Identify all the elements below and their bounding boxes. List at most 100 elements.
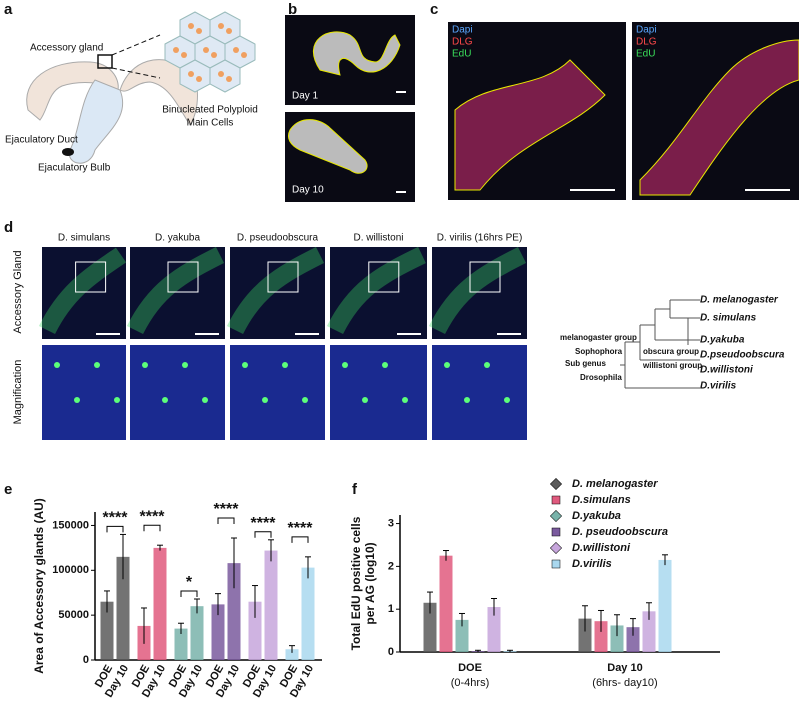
legend-label: D.willistoni [572,542,631,554]
bar [610,625,624,652]
gland-outline [639,39,799,196]
bar [174,628,188,660]
tree-species: D.yakuba [700,335,745,346]
nucleus [142,362,148,368]
zoom-box [167,261,199,293]
x-tick-label: Day 10 [607,662,642,674]
nucleus [262,397,268,403]
significance-label: **** [140,508,166,525]
y-tick-label: 0 [83,654,89,666]
y-tick-label: 50000 [58,609,89,621]
legend-label: D. melanogaster [572,478,658,490]
panel-label: d [4,219,13,236]
nucleus [464,397,470,403]
nucleus [504,397,510,403]
bar [301,567,315,660]
gland-outline [38,247,127,335]
legend-marker [551,559,561,569]
stain-label: Dapi [452,25,473,36]
bar [423,602,437,652]
significance-bracket [217,517,235,525]
nucleus [282,362,288,368]
diagram-label: Ejaculatory Bulb [38,163,111,174]
bar [455,619,469,652]
zoom-box [75,261,107,293]
legend-marker [551,495,561,505]
bar [116,556,130,660]
image-label: Day 10 [292,185,324,196]
significance-bracket [180,590,198,598]
bar [211,604,225,660]
gland-outline [226,246,325,335]
bar [264,550,278,660]
tree-group: Sub genus [565,359,606,368]
nucleus [74,397,80,403]
legend-marker [551,527,561,537]
panel-label: c [430,1,438,18]
bar [285,649,299,660]
diagram-label: Main Cells [187,118,234,129]
panel-label: a [4,1,13,18]
x-tick-label: DOE [458,662,482,674]
legend-label: D.virilis [572,558,612,570]
species-label: D. virilis (16hrs PE) [437,233,523,244]
significance-bracket [291,536,309,543]
gland-outline [454,59,606,191]
significance-bracket [254,531,272,538]
tree-group: willistoni group [642,361,702,370]
nucleus [94,362,100,368]
diagram-label: Ejaculatory Duct [5,135,78,146]
micrograph [42,345,126,440]
significance-label: **** [103,510,129,527]
panel-label: f [352,481,358,498]
y-tick-label: 1 [388,603,394,615]
y-tick-label: 2 [388,560,394,572]
nucleus [484,362,490,368]
stain-label: EdU [636,49,655,60]
legend-label: D.simulans [572,494,631,506]
significance-bracket [106,525,124,533]
legend-marker [549,541,563,555]
gland-diagram [26,11,256,164]
gland-outline [126,246,225,335]
nucleus [162,397,168,403]
zoom-box [469,261,501,293]
nucleus [182,362,188,368]
bar [100,601,114,660]
legend-label: D. pseudoobscura [572,526,668,538]
micrograph-grid: D. simulans D. yakuba D. pseudoobscura D. w… [38,233,527,440]
y-axis-label: Total EdU positive cells [349,516,363,650]
y-axis-label: per AG (log10) [363,542,377,624]
stain-label: EdU [452,49,471,60]
tree-species: D.willistoni [700,365,753,376]
y-tick-label: 3 [388,517,394,529]
significance-label: **** [251,515,277,532]
bar [439,555,453,652]
bar [578,618,592,652]
nucleus [114,397,120,403]
tree-group: obscura group [643,347,699,356]
species-label: D. simulans [58,233,110,244]
gland-outline [287,119,368,174]
y-tick-label: 0 [388,646,394,658]
y-tick-label: 100000 [52,564,89,576]
tree-group: Sophophora [575,347,623,356]
x-tick-note: (0-4hrs) [451,677,490,689]
panel-label: b [288,1,297,18]
nucleus [362,397,368,403]
significance-bracket [143,524,161,532]
zoom-box [368,261,400,293]
panel-label: e [4,481,12,498]
bar [594,621,608,652]
zoom-box [267,261,299,293]
legend-marker [549,477,563,491]
nucleus [302,397,308,403]
tree-group: melanogaster group [560,333,637,342]
tree-labels: D. melanogaster D. simulans D.yakuba D.pseu… [560,295,785,392]
tree-species: D. melanogaster [700,295,779,306]
tree-group: Drosophila [580,373,622,382]
micrograph [432,345,527,440]
stain-label: Dapi [636,25,657,36]
legend-label: D.yakuba [572,510,621,522]
